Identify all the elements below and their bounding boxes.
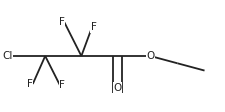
Text: F: F [58, 17, 64, 27]
Text: F: F [90, 22, 96, 32]
Text: F: F [27, 79, 33, 89]
Text: Cl: Cl [2, 51, 12, 61]
Text: O: O [113, 83, 121, 93]
Text: O: O [146, 51, 154, 61]
Text: F: F [59, 80, 65, 90]
